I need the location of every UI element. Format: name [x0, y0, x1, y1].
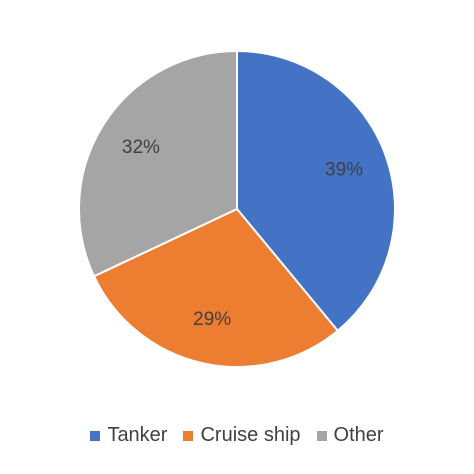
legend-swatch-cruise-ship: [183, 430, 194, 441]
data-label-other: 32%: [122, 137, 160, 158]
data-label-tanker: 39%: [325, 159, 363, 180]
legend-label-other: Other: [333, 424, 384, 446]
legend-item-cruise-ship: Cruise ship: [183, 424, 301, 447]
legend-label-tanker: Tanker: [107, 424, 168, 446]
legend-item-tanker: Tanker: [90, 424, 167, 447]
legend: Tanker Cruise ship Other: [0, 424, 474, 447]
legend-swatch-other: [316, 430, 327, 441]
legend-swatch-tanker: [90, 430, 101, 441]
pie-slice-tanker: [236, 49, 396, 333]
data-label-cruise-ship: 29%: [193, 309, 231, 330]
legend-label-cruise-ship: Cruise ship: [200, 424, 301, 446]
legend-item-other: Other: [316, 424, 384, 447]
pie-slice-other: [78, 49, 238, 278]
